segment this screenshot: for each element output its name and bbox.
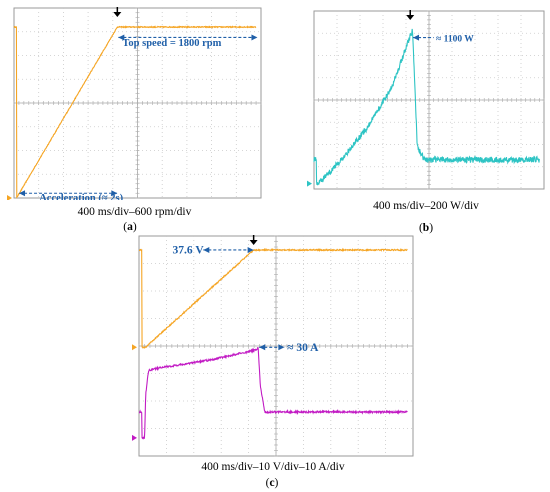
chart-c-series-2-ground-marker xyxy=(132,434,137,441)
chart-b-series-1-line xyxy=(313,28,540,186)
chart-a-series-1-line xyxy=(13,25,257,199)
chart-a-center-ticks xyxy=(13,7,262,199)
chart-a-trigger-arrow xyxy=(113,7,122,17)
chart-a-annotation-1-label: Top speed = 1800 rpm xyxy=(122,38,221,49)
chart-b-label: (b) xyxy=(418,222,434,234)
chart-c-caption: 400 ms/div–10 V/div–10 A/div xyxy=(201,461,345,473)
chart-c-plot: 37.6 V ≈ 30 A xyxy=(132,235,414,457)
chart-b-annotation-1-label: ≈ 1100 W xyxy=(436,35,474,45)
chart-c-series-1-ground-marker xyxy=(132,344,137,351)
chart-b-plot: ≈ 1100 W xyxy=(307,10,545,190)
chart-a-annotation-2-label: Acceleration (≈ 2s) xyxy=(39,193,123,200)
chart-a-label: (a) xyxy=(123,221,137,233)
chart-c-annotation-1: 37.6 V xyxy=(173,245,254,257)
chart-c-label: (c) xyxy=(265,477,279,489)
chart-b-trigger-arrow xyxy=(406,10,415,20)
chart-a-plot: Top speed = 1800 rpm Acceleration (≈ 2s) xyxy=(7,7,262,200)
chart-b-annotation-1: ≈ 1100 W xyxy=(413,35,474,45)
chart-c-series-1-line xyxy=(138,247,408,349)
chart-b-center-ticks xyxy=(313,10,545,190)
chart-c-annotation-2-label: ≈ 30 A xyxy=(287,342,319,354)
chart-a-series-1-ground-marker xyxy=(7,195,12,200)
chart-a-annotation-1: Top speed = 1800 rpm xyxy=(118,34,258,49)
chart-b-caption: 400 ms/div–200 W/div xyxy=(373,200,479,212)
chart-c-trigger-arrow xyxy=(249,235,258,245)
chart-c-annotation-2: ≈ 30 A xyxy=(259,342,319,354)
chart-c-annotation-1-label: 37.6 V xyxy=(173,245,205,257)
chart-b-series-1-ground-marker xyxy=(307,180,312,187)
chart-a-annotation-2: Acceleration (≈ 2s) xyxy=(19,190,124,200)
chart-a-caption: 400 ms/div–600 rpm/div xyxy=(77,206,192,218)
chart-c-series-2-line xyxy=(138,347,408,440)
